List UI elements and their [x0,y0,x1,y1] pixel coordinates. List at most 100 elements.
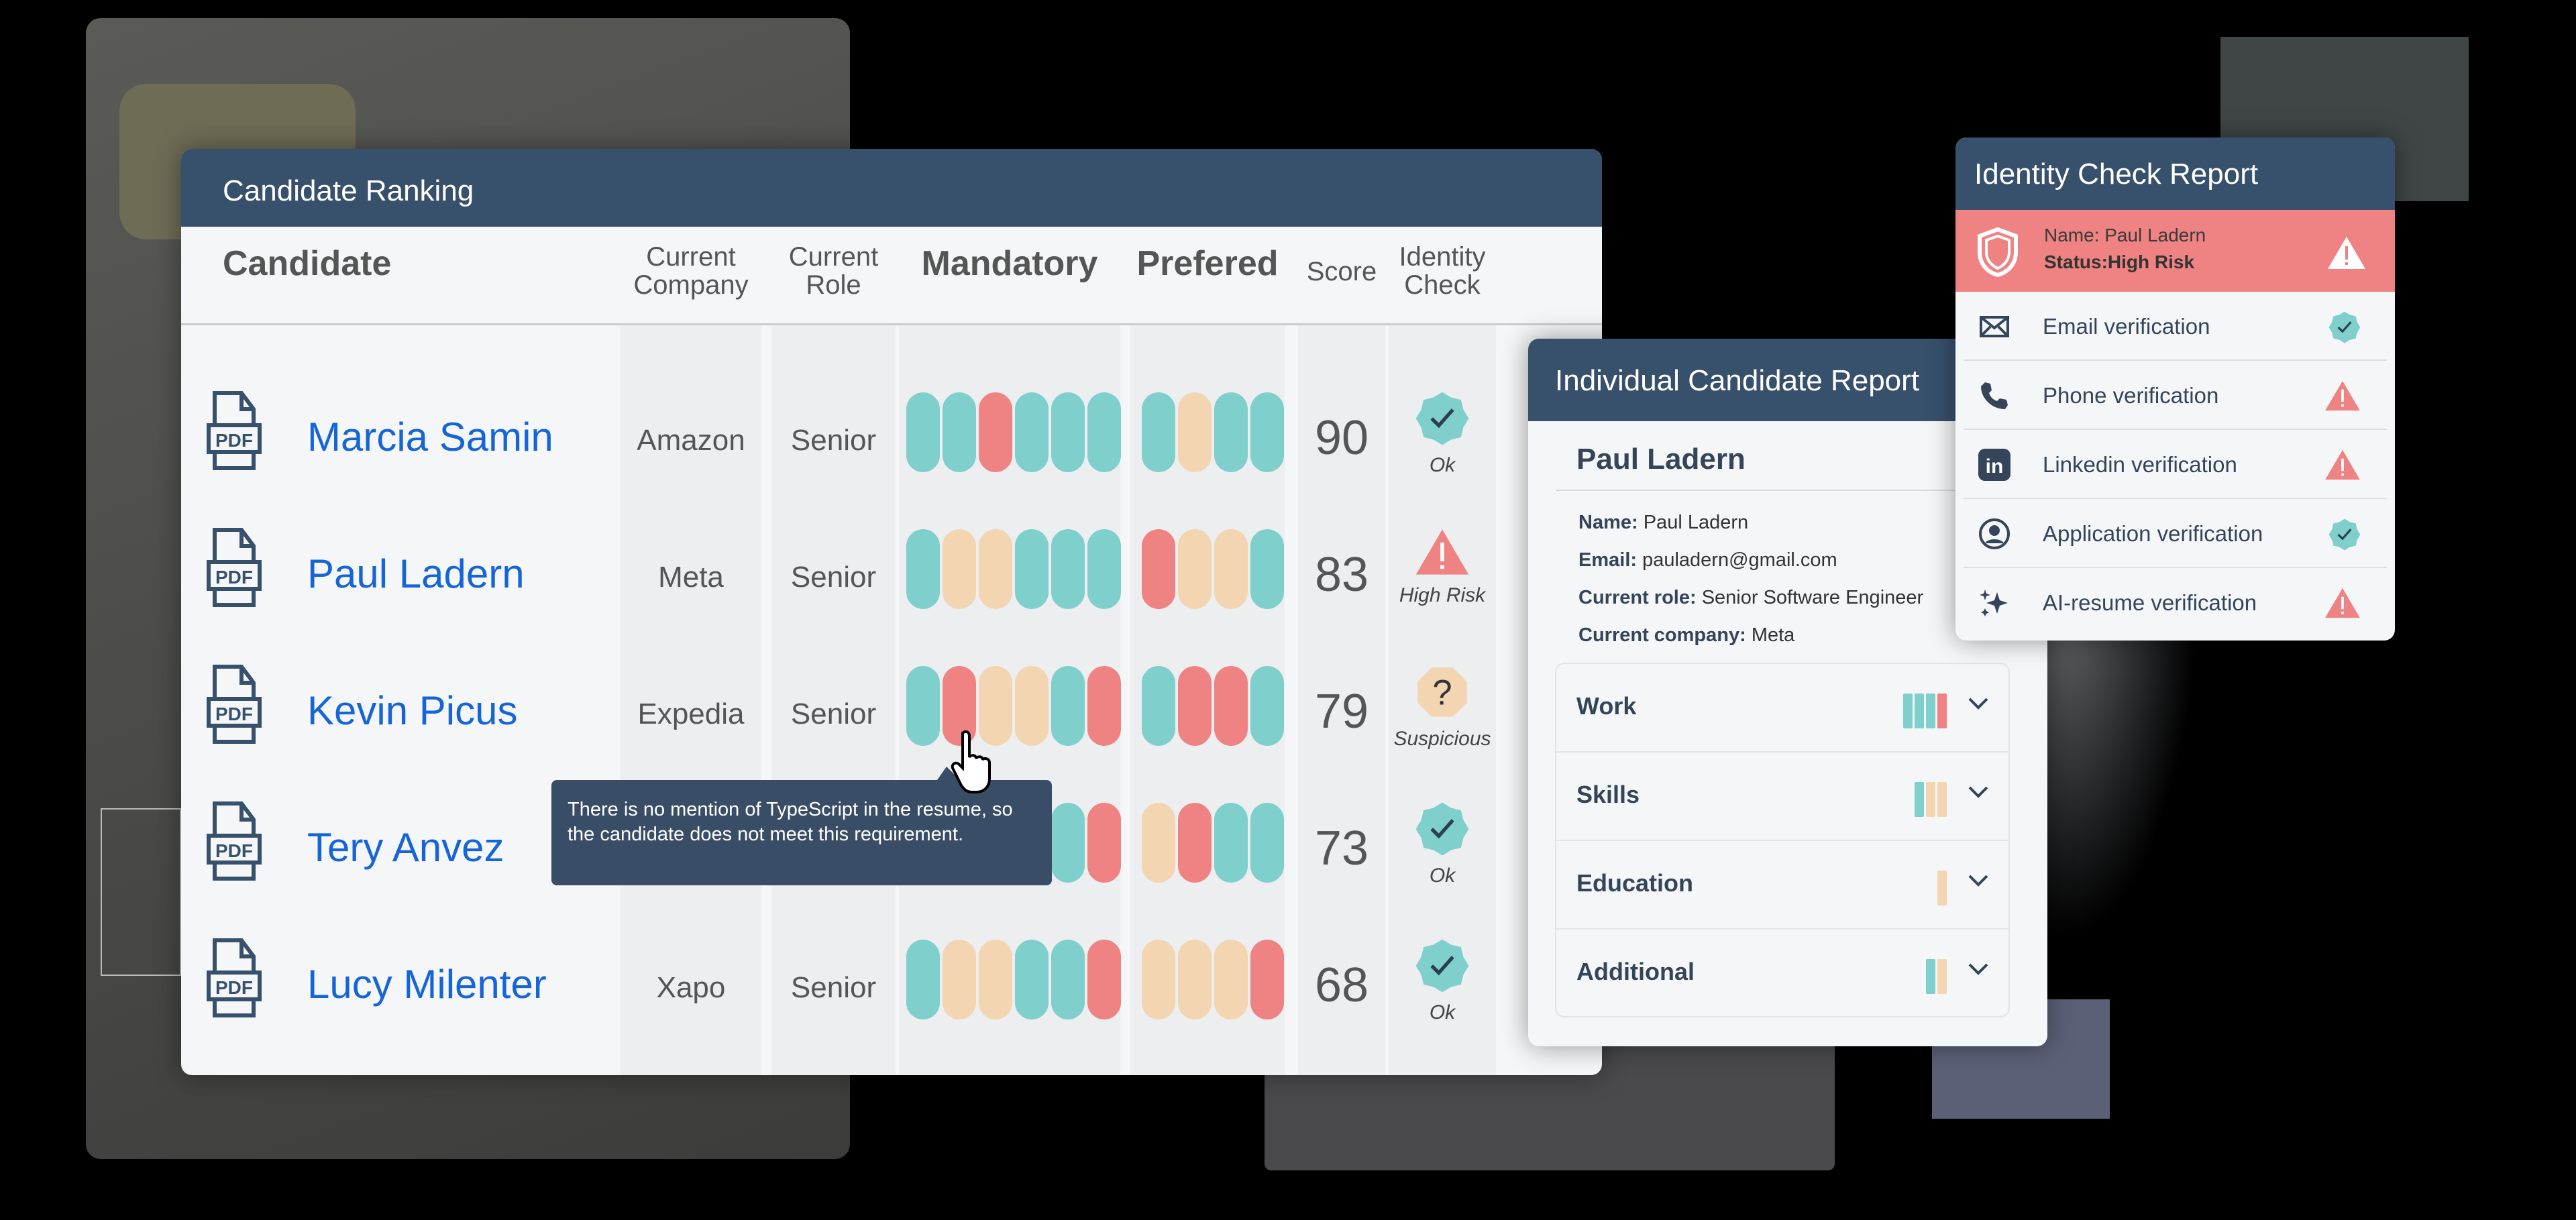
preferred-requirement-bar[interactable] [1178,666,1212,746]
candidate-name-link[interactable]: Paul Ladern [307,551,525,596]
mandatory-requirement-bar[interactable] [979,529,1012,609]
identity-check-row[interactable]: in Linkedin verification [1964,430,2387,499]
preferred-requirement-bar[interactable] [1214,529,1248,609]
header-identity[interactable]: Identity Check [1399,242,1486,300]
preferred-requirement-bar[interactable] [1178,940,1212,1019]
mandatory-requirement-bar[interactable] [943,529,976,609]
mandatory-requirement-bar[interactable] [906,529,940,609]
card-title: Candidate Ranking [181,149,1602,227]
candidate-name-link[interactable]: Marcia Samin [307,414,553,459]
mandatory-requirement-bar[interactable] [1087,529,1121,609]
role-cell: Senior [790,424,877,457]
chevron-down-icon[interactable] [1967,962,1990,977]
mandatory-requirement-bar[interactable] [1051,803,1085,883]
identity-check-row[interactable]: Email verification [1964,292,2387,361]
preferred-requirement-bar[interactable] [1142,666,1175,746]
preferred-requirement-bar[interactable] [1250,940,1284,1019]
divider [1556,490,2047,491]
pdf-icon[interactable]: PDF [207,527,262,608]
preferred-requirement-bar[interactable] [1250,529,1284,609]
mandatory-requirement-bar[interactable] [906,666,940,746]
chevron-down-icon[interactable] [1967,785,1990,799]
header-candidate[interactable]: Candidate [223,244,392,283]
identity-status[interactable]: Ok [1389,938,1496,1024]
section-label: Education [1576,869,1694,897]
mandatory-requirement-bar[interactable] [1087,392,1121,472]
field-value: Paul Ladern [1643,512,1749,533]
preferred-requirement-bar[interactable] [1250,803,1284,883]
mandatory-requirement-bar[interactable] [979,392,1012,472]
preferred-requirement-bar[interactable] [1178,392,1212,472]
background-outline [101,808,181,976]
candidate-row[interactable]: PDF Paul Ladern Meta Senior 83 High Risk [181,500,1602,637]
pdf-icon[interactable]: PDF [207,801,262,881]
preferred-requirement-bar[interactable] [1250,666,1284,746]
preferred-requirement-bar[interactable] [1250,392,1284,472]
preferred-requirement-bar[interactable] [1214,940,1248,1019]
mandatory-requirement-bar[interactable] [1087,803,1121,883]
preferred-requirement-bar[interactable] [1178,529,1212,609]
mandatory-requirement-bar[interactable] [906,392,940,472]
section-skills[interactable]: Skills [1556,753,2008,841]
identity-status[interactable]: High Risk [1389,527,1496,607]
mandatory-requirement-bar[interactable] [943,392,976,472]
mandatory-requirement-bar[interactable] [1015,392,1049,472]
mandatory-requirement-bar[interactable] [1051,529,1085,609]
preferred-requirement-bar[interactable] [1214,666,1248,746]
header-company[interactable]: Current Company [633,242,749,300]
mandatory-requirement-bar[interactable] [1051,666,1085,746]
identity-status[interactable]: ? Suspicious [1389,664,1496,751]
header-preferred[interactable]: Prefered [1136,244,1279,283]
identity-check-row[interactable]: AI-resume verification [1964,568,2387,637]
mandatory-requirement-bar[interactable] [1051,392,1085,472]
warning-icon [2328,237,2365,269]
section-education[interactable]: Education [1556,841,2008,930]
chevron-down-icon[interactable] [1967,696,1990,711]
company-cell: Meta [658,561,724,594]
identity-check-row[interactable]: Phone verification [1964,361,2387,430]
preferred-requirement-bar[interactable] [1178,803,1212,883]
mandatory-requirement-bar[interactable] [906,940,940,1019]
identity-status[interactable]: Ok [1389,390,1496,477]
candidate-name-link[interactable]: Lucy Milenter [307,962,547,1007]
candidate-row[interactable]: PDF Lucy Milenter Xapo Senior 68 Ok [181,911,1602,1048]
header-role[interactable]: Current Role [788,242,879,300]
svg-text:?: ? [1432,673,1452,712]
preferred-requirement-bar[interactable] [1142,392,1175,472]
mandatory-requirement-bar[interactable] [1087,666,1121,746]
section-work[interactable]: Work [1556,664,2008,753]
mandatory-requirement-bar[interactable] [943,940,976,1019]
pdf-icon[interactable]: PDF [207,390,262,471]
mandatory-requirement-bar[interactable] [1015,529,1049,609]
identity-status[interactable]: Ok [1389,801,1496,887]
section-additional[interactable]: Additional [1556,930,2008,1018]
identity-check-row[interactable]: Application verification [1964,499,2387,568]
mandatory-requirement-bar[interactable] [1087,940,1121,1019]
candidate-row[interactable]: PDF Kevin Picus Expedia Senior 79 ? Suspi… [181,637,1602,774]
preferred-requirement-bar[interactable] [1142,940,1175,1019]
candidate-name-link[interactable]: Tery Anvez [307,825,504,870]
check-badge-icon [2328,311,2361,347]
mandatory-requirement-bar[interactable] [1051,940,1085,1019]
mandatory-bars [906,940,1121,1019]
header-score[interactable]: Score [1306,257,1377,286]
envelope-icon [1978,311,2010,343]
divider [181,323,1602,325]
header-mandatory[interactable]: Mandatory [921,244,1098,283]
mandatory-requirement-bar[interactable] [979,940,1012,1019]
preferred-requirement-bar[interactable] [1214,392,1248,472]
warning-icon [2324,380,2361,415]
mandatory-requirement-bar[interactable] [1015,666,1049,746]
pdf-icon[interactable]: PDF [207,664,262,744]
chevron-down-icon[interactable] [1967,873,1990,888]
section-score-bars [1937,871,1947,905]
candidate-row[interactable]: PDF Marcia Samin Amazon Senior 90 Ok [181,364,1602,500]
mandatory-requirement-bar[interactable] [979,666,1012,746]
candidate-name-link[interactable]: Kevin Picus [307,688,518,733]
pdf-icon[interactable]: PDF [207,938,262,1018]
mandatory-requirement-bar[interactable] [943,666,976,746]
preferred-requirement-bar[interactable] [1214,803,1248,883]
preferred-requirement-bar[interactable] [1142,529,1175,609]
mandatory-requirement-bar[interactable] [1015,940,1049,1019]
preferred-requirement-bar[interactable] [1142,803,1175,883]
